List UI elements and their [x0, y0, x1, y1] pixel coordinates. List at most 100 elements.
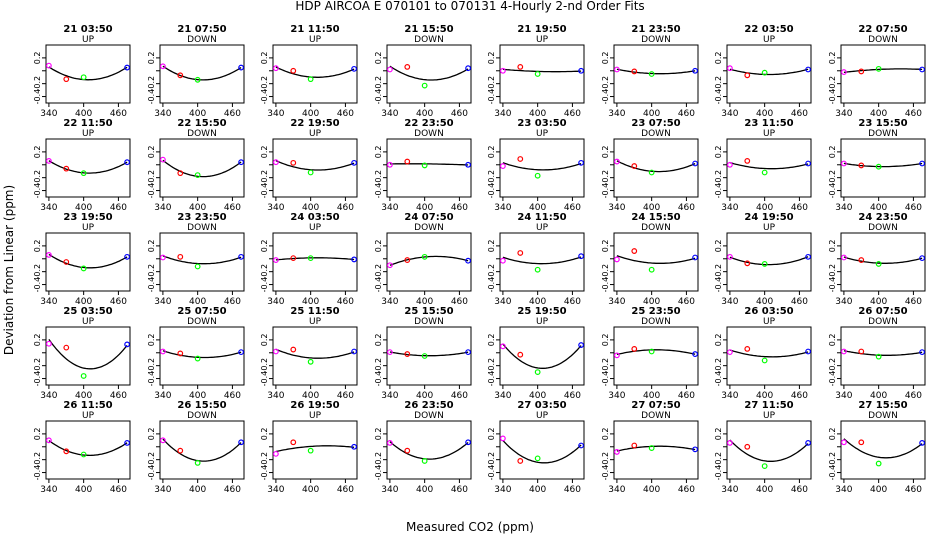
x-tick-label: 400: [75, 203, 92, 213]
data-point: [534, 266, 541, 273]
data-point: [124, 341, 131, 348]
x-tick-label: 460: [791, 203, 808, 213]
y-tick-label: -0.4: [260, 89, 269, 105]
data-point: [194, 459, 201, 466]
x-tick-label: 400: [189, 391, 206, 401]
fit-curve: [389, 351, 469, 357]
panel-frame: [726, 232, 812, 292]
y-tick-label: -0.2: [487, 170, 496, 186]
x-tick-label: 340: [721, 203, 738, 213]
x-tick-label: 400: [643, 485, 660, 495]
fit-curve: [275, 348, 355, 359]
data-point: [124, 159, 131, 166]
panel-frame: [726, 44, 812, 104]
x-tick-label: 400: [870, 391, 887, 401]
fit-curve: [389, 441, 469, 460]
data-point: [63, 76, 70, 83]
x-tick-label: 400: [643, 109, 660, 119]
data-point: [80, 74, 87, 81]
data-point: [159, 156, 166, 163]
y-tick-label: -0.4: [374, 183, 383, 199]
panel-title: 24 11:50: [517, 212, 566, 223]
fit-curve: [616, 445, 696, 452]
x-tick-label: 340: [40, 109, 57, 119]
panel-title: 24 15:50: [631, 212, 680, 223]
fit-curve: [616, 68, 696, 75]
data-point: [744, 158, 751, 164]
data-point: [692, 67, 699, 74]
data-point: [272, 257, 279, 263]
x-tick-label: 340: [608, 109, 625, 119]
data-point: [194, 355, 201, 362]
y-tick-label: -0.2: [147, 358, 156, 374]
panel-direction: UP: [763, 35, 776, 45]
x-tick-label: 460: [564, 109, 581, 119]
x-tick-label: 340: [40, 297, 57, 307]
data-point: [744, 260, 751, 267]
data-point: [578, 253, 585, 260]
y-tick-label: -0.2: [33, 170, 42, 186]
y-tick-label: 0.2: [33, 52, 42, 65]
x-tick-label: 400: [416, 297, 433, 307]
panel-direction: UP: [763, 223, 776, 233]
y-tick-label: -0.2: [260, 76, 269, 92]
data-point: [290, 67, 297, 74]
y-tick-label: 0.2: [260, 52, 269, 65]
x-tick-label: 400: [302, 391, 319, 401]
data-point: [421, 353, 428, 359]
x-tick-label: 400: [75, 485, 92, 495]
y-tick-label: -0.4: [714, 465, 723, 481]
y-tick-label: 0.2: [828, 334, 837, 347]
y-tick-label: 0.2: [260, 428, 269, 441]
data-point: [272, 450, 279, 457]
y-tick-label: 0.2: [147, 428, 156, 441]
x-tick-label: 400: [189, 297, 206, 307]
panel-frame: [159, 420, 245, 480]
y-tick-label: -0.2: [33, 452, 42, 468]
panel-frame: [159, 326, 245, 386]
data-point: [919, 160, 926, 167]
panel-direction: DOWN: [641, 411, 671, 421]
x-axis-label: Measured CO2 (ppm): [406, 520, 534, 534]
panel-direction: UP: [309, 411, 322, 421]
data-point: [875, 163, 882, 170]
y-tick-label: -0.4: [828, 183, 837, 199]
data-point: [124, 253, 131, 260]
panel-title: 23 23:50: [177, 212, 226, 223]
panel-direction: UP: [763, 411, 776, 421]
y-tick-label: -0.2: [147, 452, 156, 468]
data-point: [45, 62, 52, 69]
x-tick-label: 340: [494, 485, 511, 495]
data-point: [80, 265, 87, 272]
x-tick-label: 340: [608, 297, 625, 307]
y-tick-label: -0.4: [487, 371, 496, 387]
fit-curve: [502, 440, 582, 464]
y-tick-label: -0.2: [487, 358, 496, 374]
fit-curve: [843, 68, 923, 74]
y-tick-label: 0.2: [828, 240, 837, 253]
x-tick-label: 340: [154, 485, 171, 495]
panel-direction: DOWN: [641, 223, 671, 233]
y-tick-label: -0.2: [374, 452, 383, 468]
x-tick-label: 340: [381, 203, 398, 213]
fit-curve: [616, 160, 696, 173]
fit-curve: [162, 65, 242, 81]
panel-title: 27 15:50: [858, 400, 907, 411]
x-tick-label: 400: [75, 391, 92, 401]
data-point: [124, 440, 131, 446]
panel-title: 24 03:50: [290, 212, 339, 223]
data-point: [80, 451, 87, 458]
data-point: [805, 440, 812, 446]
data-point: [238, 349, 245, 356]
y-tick-label: -0.2: [260, 170, 269, 186]
data-point: [631, 163, 638, 169]
data-point: [726, 65, 733, 72]
panel-title: 25 07:50: [177, 306, 226, 317]
